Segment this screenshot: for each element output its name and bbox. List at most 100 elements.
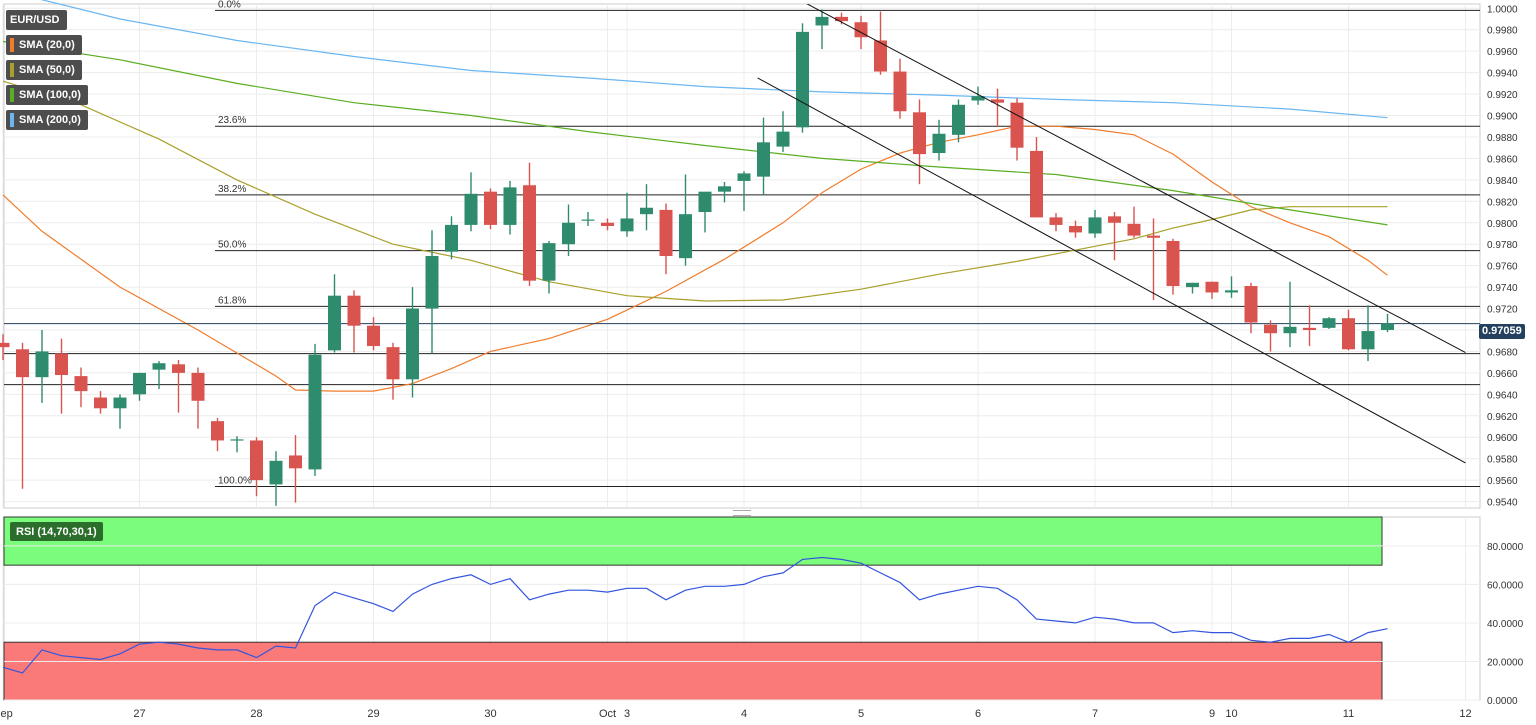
legend-swatch	[10, 88, 14, 102]
candle-body	[133, 372, 146, 395]
candle-body	[698, 191, 712, 213]
y-tick-label: 0.9740	[1487, 283, 1518, 294]
y-tick-label: 0.9620	[1487, 412, 1518, 423]
candle-body	[542, 243, 556, 281]
current-price-tag: 0.97059	[1479, 324, 1525, 339]
candle-body	[1010, 102, 1024, 148]
y-tick-label: 0.9840	[1487, 176, 1518, 187]
y-tick-label: 0.9920	[1487, 90, 1518, 101]
candle-body	[581, 219, 595, 221]
candle-body	[1049, 217, 1063, 225]
sma-line	[2, 125, 1388, 392]
y-tick-label: 0.9880	[1487, 133, 1518, 144]
panel-resize-handle[interactable]	[733, 510, 751, 516]
candle-body	[289, 455, 302, 469]
candle-body	[854, 22, 868, 38]
candle-body	[562, 222, 575, 245]
legend-sma-100[interactable]: SMA (100,0)	[6, 85, 88, 105]
y-tick-label: 0.9660	[1487, 369, 1518, 380]
sma-line	[40, 0, 1388, 119]
rsi-panel: Sep 27 28 29 30 Oct 3 4 5 6 7 9 10 11 12 80.0000 60.0000…	[0, 516, 1524, 720]
candle-body	[523, 185, 536, 281]
y-tick-label: 0.9560	[1487, 476, 1518, 487]
candle-body	[1108, 216, 1121, 223]
candle-body	[1147, 235, 1160, 238]
x-tick-label: 6	[975, 708, 981, 720]
candle-body	[1166, 240, 1180, 287]
x-tick-label: 28	[250, 708, 262, 720]
candle-body	[1342, 318, 1355, 350]
candle-body	[1030, 150, 1043, 218]
y-tick-label: 0.9600	[1487, 433, 1518, 444]
y-tick-label: 0.9540	[1487, 498, 1518, 509]
candle-body	[347, 295, 361, 326]
candle-body	[445, 224, 458, 252]
fib-label: 0.0%	[218, 0, 241, 10]
trend-line	[806, 4, 1466, 353]
candle-body	[211, 421, 224, 441]
candle-body	[737, 173, 751, 181]
y-tick-label: 0.9820	[1487, 197, 1518, 208]
candle-body	[913, 112, 926, 155]
rsi-indicator-label[interactable]: RSI (14,70,30,1)	[10, 522, 103, 541]
x-tick-label: 27	[133, 708, 145, 720]
candle-body	[0, 342, 10, 348]
current-price-text: 0.97059	[1482, 325, 1522, 337]
candle-body	[1186, 282, 1199, 288]
price-panel: 1.0000 0.9980 0.9960 0.9940 0.9920 0.9900 0.98…	[0, 0, 1518, 509]
candle-body	[1283, 326, 1297, 334]
symbol-label[interactable]: EUR/USD	[6, 10, 67, 30]
candle-body	[815, 16, 829, 26]
rsi-tick-label: 0.0000	[1487, 696, 1518, 707]
y-tick-label: 1.0000	[1487, 4, 1518, 15]
candle-body	[971, 96, 985, 101]
candle-body	[679, 214, 692, 259]
y-tick-label: 0.9960	[1487, 47, 1518, 58]
candle-body	[74, 376, 88, 392]
candle-body	[172, 364, 185, 373]
sma-line	[2, 40, 1388, 226]
y-tick-label: 0.9800	[1487, 219, 1518, 230]
candle-body	[952, 104, 965, 135]
y-tick-label: 0.9720	[1487, 305, 1518, 316]
x-tick-label: 11	[1343, 708, 1354, 720]
x-tick-label: 5	[858, 708, 864, 720]
legend-sma-20[interactable]: SMA (20,0)	[6, 35, 82, 55]
candle-body	[230, 439, 244, 441]
candle-body	[503, 187, 517, 225]
candle-body	[835, 16, 848, 22]
candle-body	[718, 186, 731, 192]
candle-body	[250, 440, 263, 481]
legend-sma-50[interactable]: SMA (50,0)	[6, 60, 82, 80]
legend-label: SMA (200,0)	[19, 114, 81, 126]
candle-body	[601, 222, 614, 226]
rsi-tick-label: 80.0000	[1487, 542, 1524, 553]
fib-label: 100.0%	[218, 476, 252, 487]
candle-body	[1205, 281, 1219, 293]
legend: EUR/USD SMA (20,0) SMA (50,0) SMA (100,0…	[6, 10, 88, 135]
candle-body	[1069, 225, 1082, 233]
sma-line	[2, 80, 1388, 302]
legend-sma-200[interactable]: SMA (200,0)	[6, 110, 88, 130]
candle-body	[1303, 327, 1316, 330]
fib-label: 61.8%	[218, 295, 246, 306]
overbought-zone	[3, 516, 1383, 566]
rsi-line	[2, 556, 1388, 674]
legend-swatch	[10, 38, 14, 52]
y-tick-label: 0.9760	[1487, 262, 1518, 273]
candle-body	[1088, 217, 1102, 234]
candle-body	[328, 295, 341, 351]
x-tick-label: 3	[624, 708, 630, 720]
rsi-label-text: RSI (14,70,30,1)	[16, 525, 97, 538]
candle-body	[94, 397, 107, 409]
y-tick-label: 0.9940	[1487, 69, 1518, 80]
candle-body	[308, 354, 322, 470]
candle-body	[113, 397, 127, 409]
candle-body	[1244, 286, 1258, 323]
candle-body	[484, 191, 497, 225]
y-tick-label: 0.9640	[1487, 390, 1518, 401]
candle-body	[659, 209, 673, 256]
x-tick-label: 10	[1225, 708, 1237, 720]
legend-label: SMA (50,0)	[19, 64, 75, 76]
